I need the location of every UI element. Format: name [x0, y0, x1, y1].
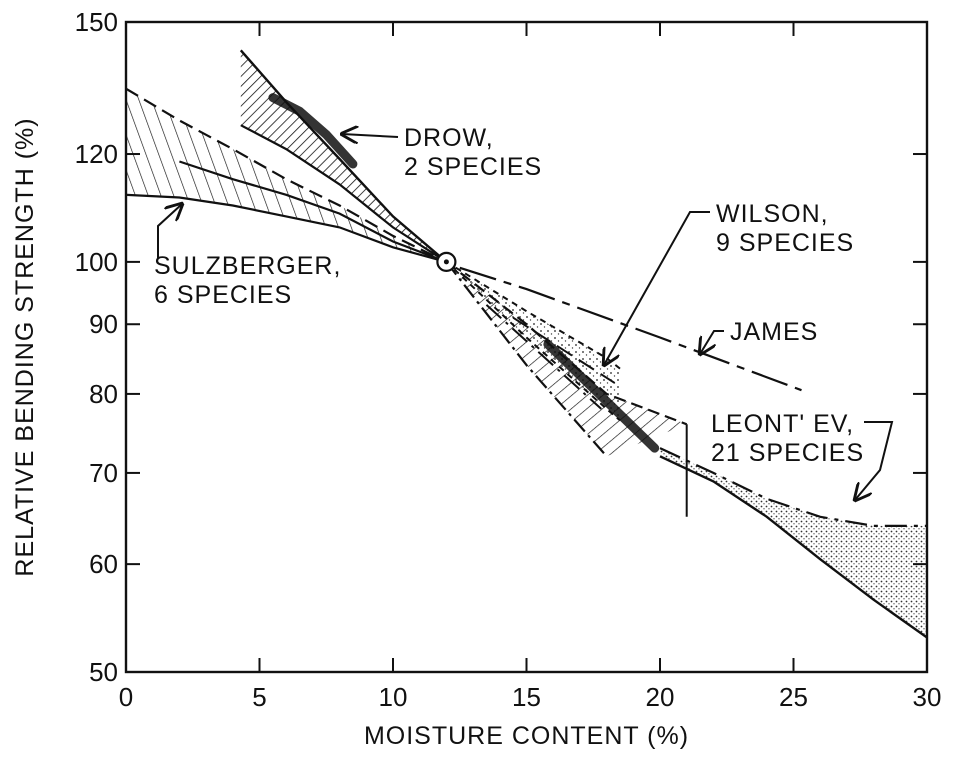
sulzberger-middle-line	[179, 160, 447, 263]
sulzberger-band	[126, 88, 447, 262]
y-tick-label: 70	[89, 458, 118, 488]
x-tick-label: 0	[119, 682, 133, 712]
james-label-line1: JAMES	[730, 318, 818, 346]
sulzberger-lower-line	[125, 193, 447, 263]
sulzberger-arrow	[157, 204, 182, 258]
sulzberger-upper-line	[125, 87, 447, 263]
wilson-lower-line	[445, 261, 621, 422]
drow-upper-line	[239, 49, 448, 263]
drow-label-line2: 2 SPECIES	[404, 153, 542, 181]
annotations-layer: DROW,2 SPECIES SULZBERGER,6 SPECIES WILSON…	[154, 124, 894, 500]
leontev-extended-upper	[659, 447, 927, 528]
leontev-label-line1: LEONT' EV,	[711, 410, 854, 438]
wilson-line-b	[485, 304, 602, 410]
wilson-label-line2: 9 SPECIES	[716, 229, 854, 257]
wilson-arrow	[604, 211, 710, 365]
y-tick-label: 90	[89, 309, 118, 339]
drow-lower-line	[240, 124, 447, 263]
x-tick-label: 15	[512, 682, 541, 712]
x-tick-label: 30	[913, 682, 942, 712]
x-axis-title: MOISTURE CONTENT (%)	[364, 722, 689, 750]
ticks-layer: 0 5 10 15 20 25 30 50 60 70 80 90 100 120 150	[75, 7, 942, 712]
x-tick-label: 5	[252, 682, 266, 712]
y-tick-label: 100	[75, 247, 118, 277]
drow-label-line1: DROW,	[404, 124, 494, 152]
leontev-arrow	[855, 421, 894, 500]
james-arrow	[700, 330, 724, 354]
reference-point-center	[443, 259, 449, 265]
sulzberger-label-line1: SULZBERGER,	[154, 252, 341, 280]
wilson-core-line	[543, 339, 660, 453]
leontev-label-line2: 21 SPECIES	[711, 439, 864, 467]
leontev-extended-lower	[659, 455, 928, 639]
wilson-label-line1: WILSON,	[716, 200, 829, 228]
x-tick-label: 10	[379, 682, 408, 712]
drow-core-line	[268, 93, 358, 169]
sulzberger-label-line2: 6 SPECIES	[154, 281, 292, 309]
y-tick-label: 50	[89, 657, 118, 687]
y-tick-label: 60	[89, 549, 118, 579]
james-line	[459, 266, 802, 392]
wilson-upper-line	[445, 261, 621, 370]
y-tick-label: 80	[89, 379, 118, 409]
leontev-lower-line	[445, 261, 608, 458]
x-tick-label: 20	[646, 682, 675, 712]
wilson-line-a	[512, 316, 616, 384]
drow-arrow	[342, 134, 399, 137]
y-tick-label: 120	[75, 139, 118, 169]
lines-layer	[125, 49, 928, 639]
x-tick-label: 25	[779, 682, 808, 712]
y-axis-title: RELATIVE BENDING STRENGTH (%)	[11, 117, 39, 576]
y-tick-label: 150	[75, 7, 118, 37]
